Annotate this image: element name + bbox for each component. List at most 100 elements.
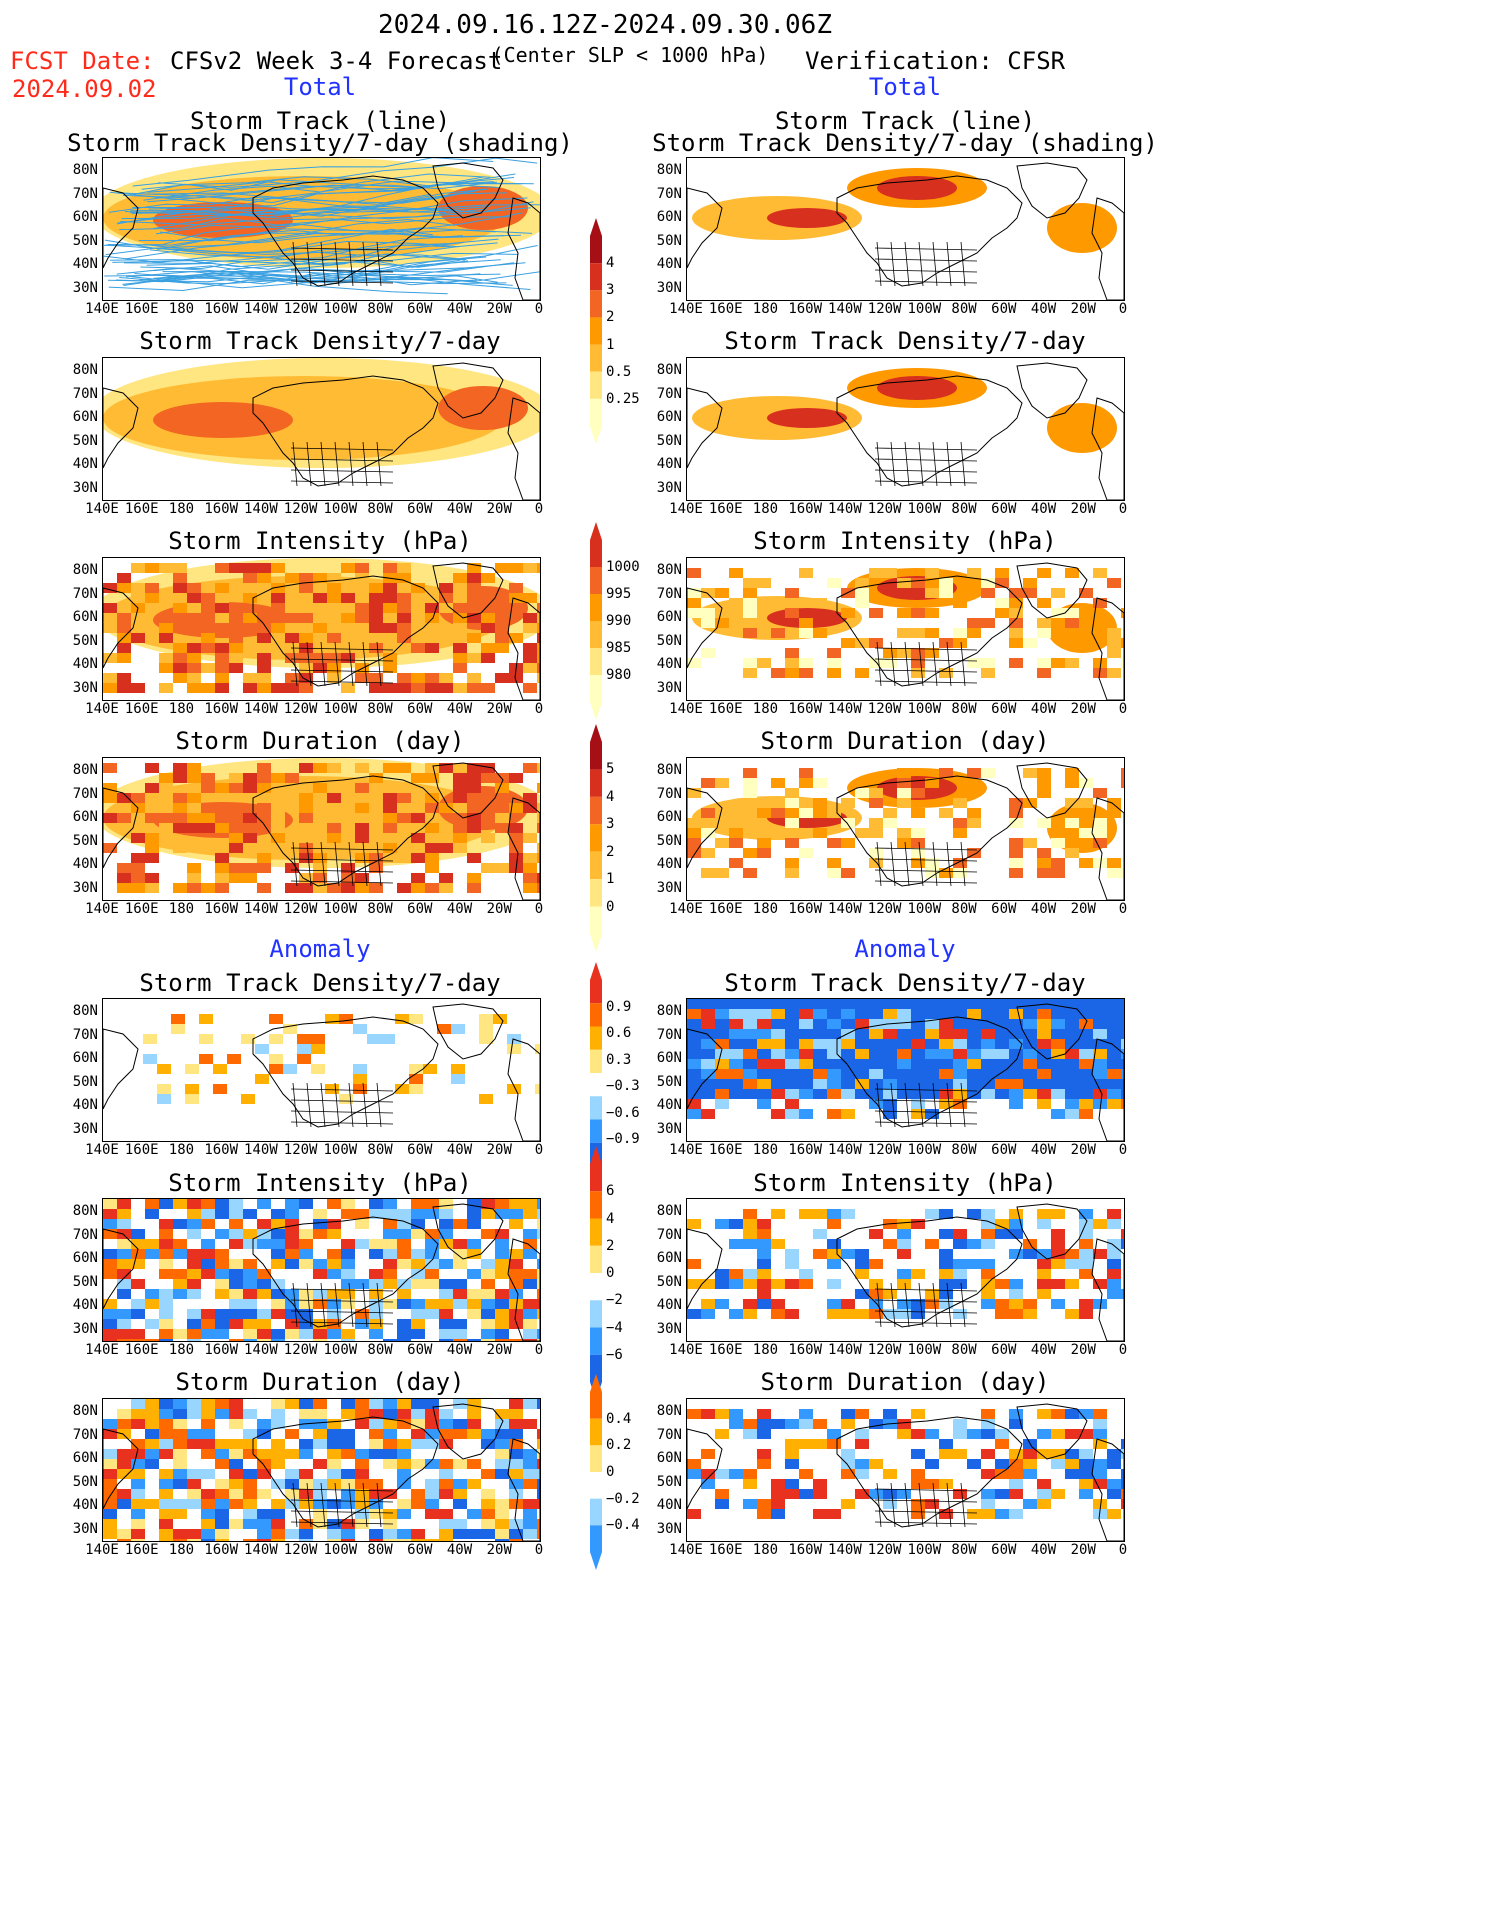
anomaly-cell — [939, 1049, 953, 1059]
anomaly-cell — [687, 1259, 701, 1269]
anomaly-cell — [827, 1219, 841, 1229]
anomaly-cell — [1079, 1249, 1093, 1259]
anomaly-cell — [313, 1329, 327, 1339]
state-border — [904, 1082, 910, 1128]
shading-cell — [439, 583, 453, 593]
anomaly-cell — [299, 1489, 313, 1499]
anomaly-cell — [1009, 1479, 1023, 1489]
lat-tick-label: 50N — [656, 1073, 682, 1090]
lon-tick-label: 140E — [85, 301, 119, 317]
shading-cell — [911, 788, 925, 798]
colorbar-segment — [590, 1472, 602, 1499]
anomaly-cell — [439, 1459, 453, 1469]
lon-tick-label: 60W — [991, 301, 1017, 317]
lon-tick-label: 160W — [788, 301, 823, 317]
anomaly-cell — [117, 1269, 131, 1279]
coastline — [432, 162, 504, 219]
anomaly-cell — [729, 1019, 743, 1029]
coastline — [687, 787, 723, 869]
anomaly-cell — [981, 1039, 995, 1049]
shading-cell — [1037, 568, 1051, 578]
anomaly-cell — [381, 1034, 395, 1044]
anomaly-cell — [897, 1249, 911, 1259]
shading-cell — [411, 873, 425, 883]
anomaly-cell — [981, 1299, 995, 1309]
anomaly-cell — [131, 1519, 145, 1529]
anomaly-cell — [159, 1329, 173, 1339]
anomaly-cell — [701, 1039, 715, 1049]
shading-cell — [757, 578, 771, 588]
anomaly-cell — [199, 1054, 213, 1064]
anomaly-cell — [1079, 1489, 1093, 1499]
shading-cell — [981, 618, 995, 628]
anomaly-cell — [855, 1249, 869, 1259]
shading-cell — [467, 883, 481, 893]
anomaly-cell — [355, 1419, 369, 1429]
shading-cell — [537, 633, 540, 643]
anomaly-cell — [117, 1409, 131, 1419]
anomaly-cell — [495, 1469, 509, 1479]
anomaly-cell — [701, 1479, 715, 1489]
shading-cell — [1023, 638, 1037, 648]
shading-cell — [813, 828, 827, 838]
shading-cell — [1079, 588, 1093, 598]
anomaly-cell — [883, 1309, 897, 1319]
shading-cell — [341, 683, 355, 693]
colorbar-segment — [590, 1300, 602, 1328]
storm-track-line — [105, 218, 456, 256]
shading-cell — [967, 818, 981, 828]
anomaly-cell — [939, 1299, 953, 1309]
anomaly-cell — [425, 1259, 439, 1269]
anomaly-cell — [229, 1299, 243, 1309]
anomaly-cell — [1107, 1479, 1121, 1489]
anomaly-cell — [1051, 1449, 1065, 1459]
shading-cell — [145, 563, 159, 573]
shading-cell — [411, 803, 425, 813]
anomaly-cell — [201, 1449, 215, 1459]
shading-cell — [187, 583, 201, 593]
shading-cell — [201, 633, 215, 643]
anomaly-cell — [523, 1499, 537, 1509]
state-border — [904, 1482, 910, 1528]
shading-cell — [159, 623, 173, 633]
anomaly-cell — [687, 1069, 701, 1079]
anomaly-cell — [285, 1259, 299, 1269]
anomaly-cell — [701, 1469, 715, 1479]
lat-tick-label: 60N — [656, 1450, 682, 1466]
lat-tick-label: 50N — [72, 1473, 98, 1490]
anomaly-cell — [439, 1429, 453, 1439]
anomaly-cell — [299, 1539, 313, 1541]
lon-tick-label: 160W — [204, 1142, 239, 1158]
anomaly-cell — [1107, 1209, 1121, 1219]
anomaly-cell — [145, 1339, 159, 1341]
shading-cell — [1093, 858, 1107, 868]
lon-tick-label: 60W — [407, 901, 433, 917]
anomaly-cell — [1121, 1239, 1124, 1249]
shading-band — [1047, 403, 1117, 453]
anomaly-cell — [785, 1259, 799, 1269]
anomaly-cell — [925, 1109, 939, 1119]
anomaly-cell — [1093, 1089, 1107, 1099]
anomaly-cell — [229, 1449, 243, 1459]
anomaly-cell — [523, 1329, 537, 1339]
anomaly-cell — [327, 1309, 341, 1319]
state-border — [290, 880, 394, 884]
anomaly-cell — [757, 1079, 771, 1089]
anomaly-cell — [481, 1239, 495, 1249]
coastline — [687, 1028, 723, 1110]
shading-cell — [785, 608, 799, 618]
anomaly-cell — [453, 1289, 467, 1299]
anomaly-cell — [397, 1499, 411, 1509]
shading-cell — [117, 683, 131, 693]
anomaly-cell — [215, 1449, 229, 1459]
title-right-intensity: Storm Intensity (hPa) — [753, 527, 1057, 555]
anomaly-cell — [715, 1039, 729, 1049]
anomaly-cell — [243, 1499, 257, 1509]
shading-cell — [799, 778, 813, 788]
anomaly-cell — [131, 1459, 145, 1469]
anomaly-cell — [827, 1209, 841, 1219]
lat-tick-label: 80N — [72, 762, 98, 778]
anomaly-cell — [397, 1459, 411, 1469]
anomaly-cell — [369, 1269, 383, 1279]
anomaly-cell — [1051, 1249, 1065, 1259]
